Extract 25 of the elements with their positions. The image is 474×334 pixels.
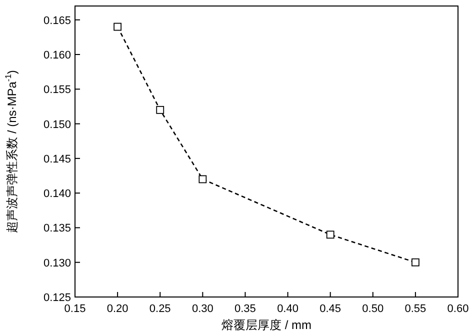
x-tick-label: 0.55 (404, 303, 426, 315)
x-tick-label: 0.30 (192, 303, 214, 315)
y-tick-label: 0.150 (43, 118, 71, 131)
x-tick-label: 0.20 (106, 303, 128, 315)
point (156, 106, 164, 114)
point (198, 175, 207, 184)
y-tick-label: 0.145 (43, 153, 71, 166)
y-tick-label: 0.130 (43, 257, 71, 270)
y-tick-label: 0.160 (43, 50, 71, 62)
x-tick-label: 0.40 (277, 303, 298, 315)
point (326, 230, 334, 239)
x-tick-label: 0.50 (362, 303, 384, 315)
y-tick-label: 0.165 (43, 14, 71, 27)
point (411, 258, 420, 266)
x-tick-label: 0.45 (320, 303, 342, 315)
x-axis-title: 熔覆层厚度 / mm (222, 318, 312, 332)
y-tick-label: 0.155 (43, 84, 71, 96)
y-tick-label: 0.125 (43, 292, 71, 304)
y-tick-label: 0.140 (43, 188, 71, 200)
x-tick-label: 0.35 (234, 303, 256, 315)
x-tick-label: 0.25 (149, 303, 171, 315)
x-tick-label: 0.60 (447, 303, 469, 315)
point (114, 22, 122, 31)
y-tick-label: 0.135 (43, 222, 71, 235)
x-tick-label: 0.15 (64, 303, 86, 315)
